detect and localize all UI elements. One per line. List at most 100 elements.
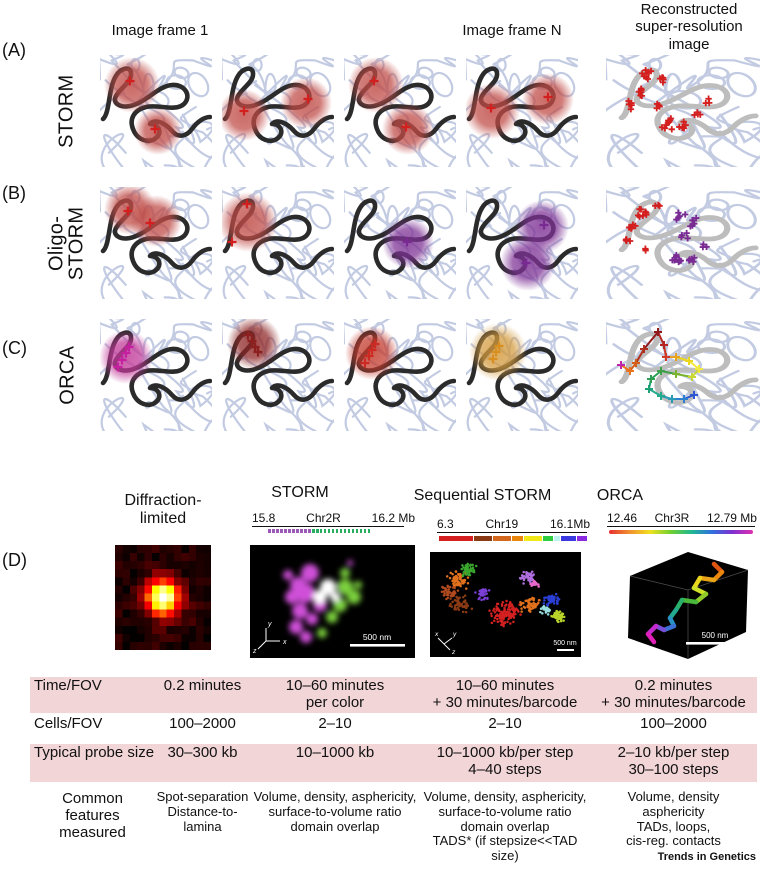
cell-time-diffraction: 0.2 minutes <box>163 677 242 694</box>
scalebar-label: 500 nm <box>363 632 391 642</box>
panel-a-letter: (A) <box>2 40 26 60</box>
cell-time-storm: 10–60 minutes per color <box>285 677 385 712</box>
frame-image <box>344 55 456 167</box>
col-title-seqstorm: Sequential STORM <box>413 487 552 504</box>
cell-probe-seqstorm: 10–1000 kb/per step 4–40 steps <box>436 744 574 779</box>
frame-image <box>100 55 212 167</box>
psf-pixels <box>115 545 211 650</box>
col-title-diffraction: Diffraction-limited <box>124 492 202 527</box>
table-row-time-fov: Time/FOV 0.2 minutes 10–60 minutes per c… <box>30 677 757 713</box>
panel-c-row: ORCA <box>0 319 763 431</box>
cell-probe-storm: 10–1000 kb <box>295 744 375 761</box>
row-label-features: Common features measured <box>59 790 126 842</box>
ruler-storm-end: 16.2 Mb <box>371 511 415 525</box>
ruler-orca-start: 12.46 <box>607 511 638 525</box>
cell-cells-seqstorm: 2–10 <box>488 715 522 732</box>
ruler-seqstorm-chrom: Chr19 <box>485 517 519 531</box>
cell-probe-orca: 2–10 kb/per step 30–100 steps <box>617 744 730 779</box>
ruler-seqstorm-labels: 6.3 Chr19 16.1Mb <box>437 517 590 531</box>
frame-image <box>466 319 578 431</box>
journal-name: Trends in Genetics <box>657 851 756 863</box>
col-title-orca: ORCA <box>596 487 644 504</box>
row-label-cells-fov: Cells/FOV <box>34 715 103 732</box>
header-image-frame-n: Image frame N <box>462 22 562 39</box>
axis-label: x <box>434 631 439 638</box>
storm-two-color-render: x y z 500 nm <box>250 545 415 658</box>
recon-image <box>606 319 760 431</box>
cell-features-diffraction: Spot-separation Distance-to-lamina <box>156 789 249 834</box>
panel-c-frames <box>100 319 760 431</box>
colorbar-seqstorm <box>439 536 587 541</box>
cell-cells-storm: 2–10 <box>318 715 352 732</box>
ruler-orca-line <box>607 526 755 528</box>
panel-c-letter: (C) <box>2 338 27 358</box>
table-row-features: Common features measured Spot-separation… <box>30 789 757 863</box>
panel-d-letter: (D) <box>2 550 27 570</box>
ruler-storm-line <box>252 526 404 528</box>
panel-b-method-label: Oligo- STORM <box>45 206 89 280</box>
cell-features-orca: Volume, density asphericity TADs, loops,… <box>626 789 721 849</box>
table-row-probe-size: Typical probe size 30–300 kb 10–1000 kb … <box>30 744 757 782</box>
seqstorm-render: x y z 500 nm <box>430 552 581 657</box>
ruler-storm: 15.8 Chr2R 16.2 Mb <box>252 511 415 534</box>
panel-a-row: STORM <box>0 55 763 167</box>
ruler-seqstorm-start: 6.3 <box>437 517 454 531</box>
colorbar-storm <box>268 529 415 534</box>
header-image-frame-1: Image frame 1 <box>111 22 209 39</box>
ruler-seqstorm-line <box>437 532 587 534</box>
axis-label: y <box>267 621 272 628</box>
ruler-storm-labels: 15.8 Chr2R 16.2 Mb <box>252 511 415 525</box>
row-label-probe-size: Typical probe size <box>34 744 155 761</box>
cell-time-seqstorm: 10–60 minutes + 30 minutes/barcode <box>432 677 578 712</box>
cell-time-orca: 0.2 minutes + 30 minutes/barcode <box>601 677 746 712</box>
cell-probe-diffraction: 30–300 kb <box>167 744 238 761</box>
panel-a-method-wrap: STORM <box>38 55 96 167</box>
ruler-storm-start: 15.8 <box>252 511 276 525</box>
frame-image <box>344 187 456 299</box>
panel-a-method-label: STORM <box>55 74 78 148</box>
col-title-storm: STORM <box>271 484 329 501</box>
frame-image <box>222 187 334 299</box>
table-row-cells-fov: Cells/FOV 100–2000 2–10 2–10 100–2000 <box>30 715 757 735</box>
header-reconstructed: Reconstructed super-resolution image <box>635 1 743 53</box>
ruler-orca-chrom: Chr3R <box>654 511 690 525</box>
frame-image <box>466 55 578 167</box>
cell-cells-orca: 100–2000 <box>640 715 707 732</box>
recon-image <box>606 55 760 167</box>
axis-label: z <box>451 649 456 656</box>
ruler-orca-labels: 12.46 Chr3R 12.79 Mb <box>607 511 757 525</box>
panel-c-method-wrap: ORCA <box>38 319 96 431</box>
colorbar-orca <box>609 530 753 535</box>
scalebar-label: 500 nm <box>553 640 577 647</box>
frame-image <box>100 187 212 299</box>
axis-label: x <box>282 639 287 646</box>
scalebar-label: 500 nm <box>702 631 729 640</box>
cell-cells-diffraction: 100–2000 <box>169 715 236 732</box>
sequential-storm-image: x y z 500 nm <box>430 552 581 657</box>
cell-features-seqstorm: Volume, density, asphericity, surface-to… <box>423 789 587 864</box>
panel-b-method-wrap: Oligo- STORM <box>38 187 96 299</box>
axis-label: z <box>252 648 257 655</box>
frame-image <box>222 55 334 167</box>
orca-image: 500 nm <box>618 542 755 665</box>
ruler-orca: 12.46 Chr3R 12.79 Mb <box>607 511 757 535</box>
ruler-seqstorm: 6.3 Chr19 16.1Mb <box>437 517 590 541</box>
storm-image: x y z 500 nm <box>250 545 415 658</box>
cell-features-storm: Volume, density, asphericity, surface-to… <box>253 789 417 834</box>
orca-render: 500 nm <box>628 552 749 659</box>
panel-b-letter: (B) <box>2 183 26 203</box>
row-label-time-fov: Time/FOV <box>34 677 102 694</box>
panel-c-method-label: ORCA <box>55 345 78 405</box>
recon-image <box>606 187 760 299</box>
ruler-seqstorm-end: 16.1Mb <box>549 517 590 531</box>
diffraction-limited-image <box>115 545 211 650</box>
ruler-orca-end: 12.79 Mb <box>706 511 757 525</box>
frame-image <box>466 187 578 299</box>
axis-label: y <box>452 631 457 638</box>
frame-image <box>344 319 456 431</box>
panel-a-frames <box>100 55 760 167</box>
panel-b-frames <box>100 187 760 299</box>
frame-image <box>222 319 334 431</box>
frame-image <box>100 319 212 431</box>
